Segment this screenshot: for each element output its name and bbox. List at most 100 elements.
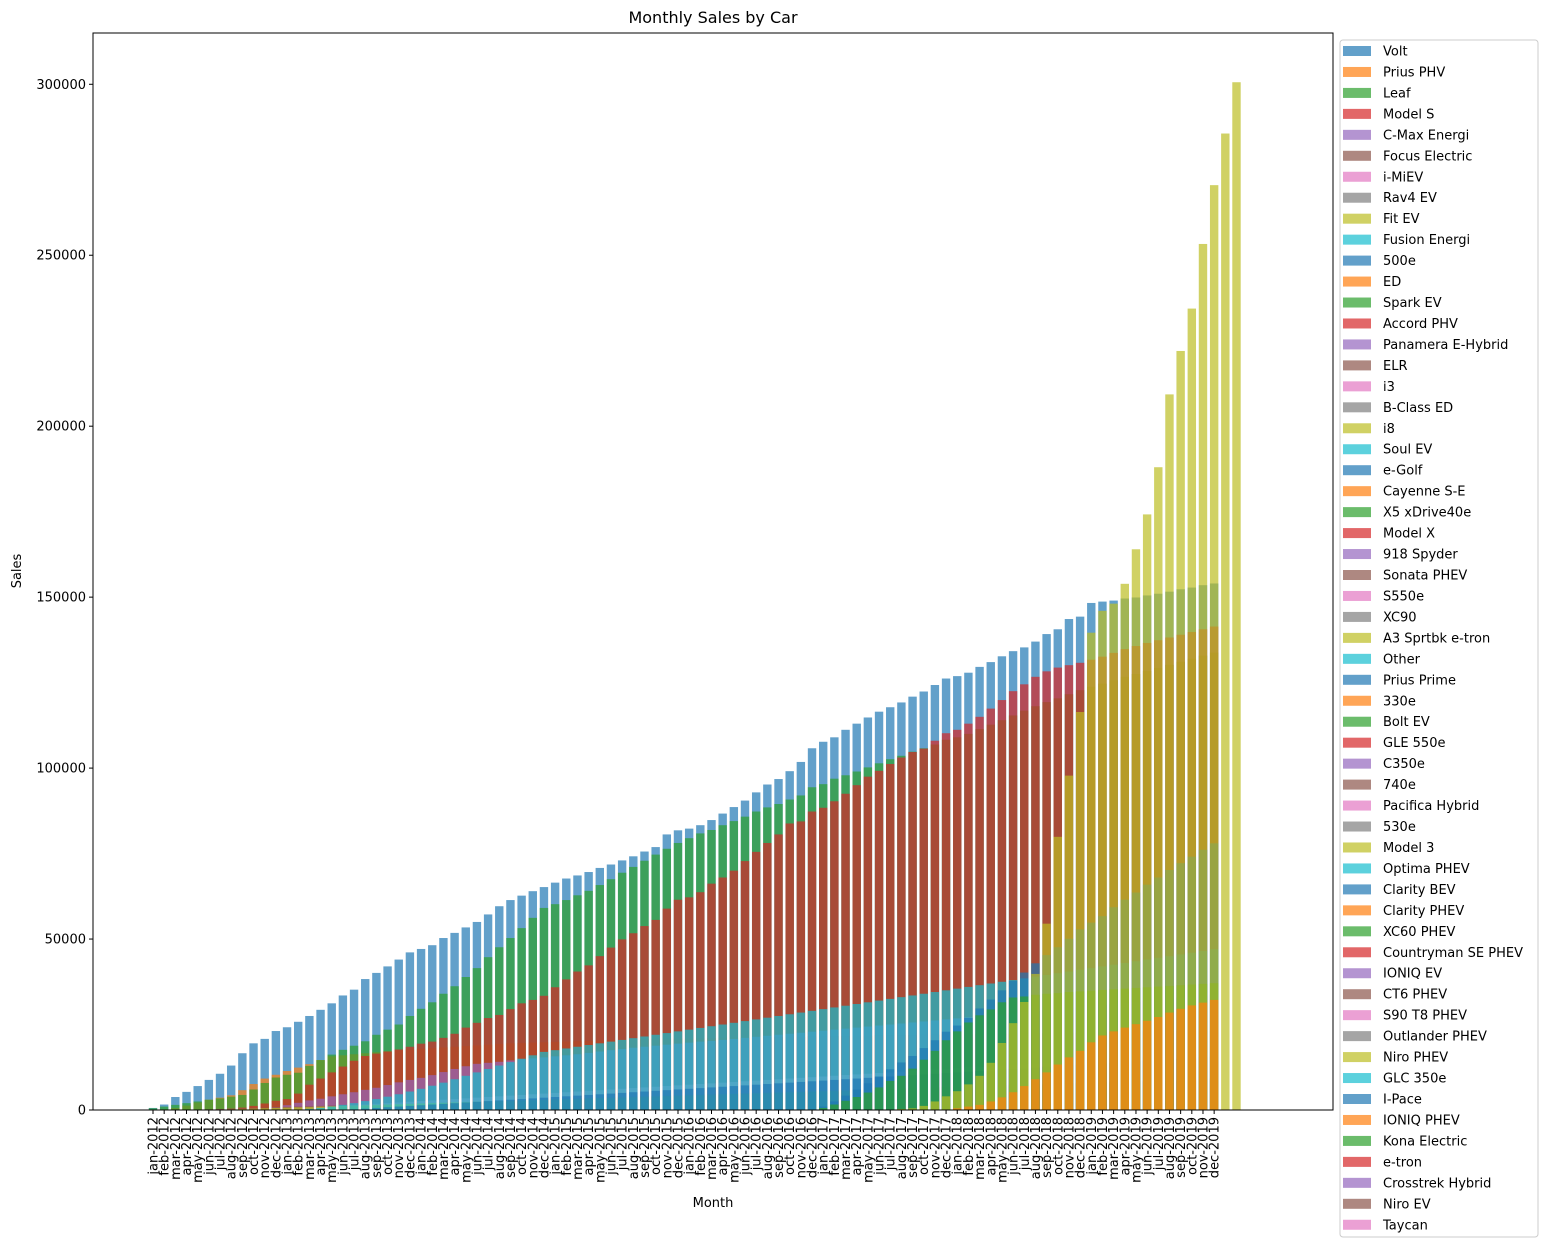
bar-fit-ev-feb-2013: [294, 1107, 303, 1110]
legend-swatch: [1343, 150, 1371, 161]
legend-label: Outlander PHEV: [1383, 1030, 1487, 1045]
x-tick-label: jun-2018: [1007, 1117, 1022, 1176]
bar-model-s-nov-2015: [662, 908, 672, 1110]
bar-500e-mar-2016: [707, 1087, 716, 1110]
bar-500e-nov-2015: [662, 1090, 672, 1110]
bar-500e-may-2014: [461, 1102, 470, 1110]
bar-fusion-energi-nov-2016: [796, 1012, 806, 1110]
bar-500e-aug-2015: [629, 1092, 638, 1110]
bar-leaf-feb-2012: [159, 1106, 169, 1110]
bar-volt-oct-2012: [249, 1043, 258, 1110]
x-tick-label: apr-2013: [314, 1117, 329, 1176]
bar-volt-feb-2013: [294, 1021, 303, 1110]
bar-fusion-energi-aug-2016: [763, 1017, 772, 1110]
bar-bolt-ev-nov-2017: [930, 1050, 940, 1110]
legend-label: C350e: [1383, 757, 1425, 772]
x-tick-label: oct-2016: [783, 1117, 798, 1175]
bar-fusion-energi-sep-2014: [506, 1062, 515, 1110]
bar-clarity-phev-jul-2019: [1154, 1017, 1163, 1110]
bar-model-s-dec-2015: [673, 899, 683, 1110]
x-tick-label: mar-2014: [437, 1117, 452, 1180]
bar-500e-may-2015: [595, 1094, 604, 1110]
x-tick-label: jul-2012: [214, 1117, 229, 1171]
legend-swatch: [1343, 968, 1371, 979]
legend-label: ELR: [1383, 359, 1408, 374]
bar-500e-jul-2016: [751, 1084, 761, 1110]
bar-model-3-oct-2017: [919, 1105, 928, 1110]
x-tick-label: jul-2016: [750, 1117, 765, 1171]
legend-label: i3: [1383, 380, 1395, 395]
bar-fusion-energi-apr-2014: [450, 1079, 459, 1110]
bar-model-3-nov-2017: [930, 1101, 940, 1110]
bar-bolt-ev-dec-2017: [941, 1040, 951, 1110]
legend-swatch: [1343, 402, 1371, 413]
bar-bolt-ev-apr-2017: [852, 1097, 861, 1110]
legend-swatch: [1343, 1114, 1371, 1125]
x-tick-label: mar-2017: [839, 1117, 854, 1180]
x-tick-label: jul-2013: [348, 1117, 363, 1171]
bar-fusion-energi-jan-2016: [684, 1029, 694, 1110]
bar-model-s-jun-2013: [338, 1066, 348, 1110]
legend-label: IONIQ EV: [1383, 967, 1442, 982]
bar-500e-mar-2017: [841, 1079, 850, 1110]
bar-500e-aug-2013: [361, 1108, 370, 1110]
bar-leaf-may-2012: [193, 1101, 202, 1110]
legend-swatch: [1343, 46, 1371, 56]
bar-fusion-energi-may-2013: [327, 1106, 336, 1110]
bar-fusion-energi-jan-2014: [416, 1088, 426, 1110]
bar-clarity-phev-nov-2018: [1064, 1057, 1074, 1110]
x-tick-label: jun-2019: [1141, 1117, 1156, 1176]
x-tick-label: jan-2016: [683, 1117, 698, 1176]
x-tick-label: mar-2012: [169, 1117, 184, 1180]
bar-c-max-energi-sep-2013: [372, 1087, 381, 1110]
bar-500e-jan-2015: [550, 1097, 560, 1110]
bars-layer: [148, 82, 1241, 1111]
bar-fusion-energi-jul-2014: [483, 1068, 493, 1110]
x-tick-label: jun-2017: [873, 1117, 888, 1176]
bar-fusion-energi-nov-2013: [394, 1094, 403, 1110]
x-tick-label: may-2017: [861, 1117, 876, 1183]
bar-c-max-energi-jul-2013: [349, 1092, 359, 1110]
bar-500e-mar-2015: [573, 1095, 582, 1110]
legend-swatch: [1343, 779, 1371, 790]
legend-swatch: [1343, 507, 1371, 518]
x-tick-label: jan-2017: [817, 1117, 832, 1176]
bar-leaf-feb-2013: [294, 1072, 303, 1110]
legend-swatch: [1343, 989, 1371, 1000]
bar-model-3-jun-2018: [1008, 1023, 1018, 1110]
bar-c-max-energi-apr-2013: [316, 1098, 325, 1110]
bar-model-s-aug-2013: [361, 1055, 370, 1110]
bar-fit-ev-dec-2012: [271, 1107, 281, 1110]
bar-fusion-energi-sep-2016: [774, 1015, 783, 1110]
bar-fusion-energi-jul-2013: [349, 1103, 359, 1110]
x-tick-label: jan-2013: [281, 1117, 296, 1176]
legend-swatch: [1343, 1094, 1371, 1104]
bar-model-s-may-2017: [863, 776, 873, 1110]
bar-volt-mar-2013: [305, 1015, 314, 1110]
bar-model-s-sep-2018: [1042, 671, 1051, 1110]
x-tick-label: apr-2014: [448, 1117, 463, 1176]
x-tick-label: jan-2014: [415, 1117, 430, 1176]
bar-500e-sep-2014: [506, 1099, 515, 1110]
x-tick-label: nov-2016: [794, 1117, 809, 1178]
x-axis-label: Month: [693, 1196, 734, 1211]
legend-label: C-Max Energi: [1383, 128, 1469, 143]
bar-500e-jun-2014: [472, 1101, 482, 1110]
bar-model-s-jul-2013: [349, 1060, 359, 1110]
legend-label: Accord PHV: [1383, 317, 1458, 332]
bar-clarity-phev-apr-2018: [986, 1101, 995, 1110]
bar-model-s-jul-2017: [886, 763, 895, 1110]
legend-swatch: [1343, 1010, 1371, 1021]
x-tick-label: jul-2019: [1152, 1117, 1167, 1171]
bar-leaf-oct-2012: [249, 1089, 258, 1110]
bar-clarity-phev-mar-2018: [975, 1104, 984, 1110]
legend-swatch: [1343, 1219, 1371, 1230]
legend-label: A3 Sprtbk e-tron: [1383, 631, 1490, 646]
bar-fusion-energi-mar-2013: [305, 1108, 314, 1110]
legend-swatch: [1343, 653, 1371, 664]
legend-swatch: [1343, 444, 1371, 455]
bar-c-max-energi-mar-2013: [305, 1100, 314, 1110]
plot-frame: [92, 32, 1334, 1111]
bar-model-s-nov-2012: [260, 1103, 269, 1110]
legend-swatch: [1343, 234, 1371, 245]
